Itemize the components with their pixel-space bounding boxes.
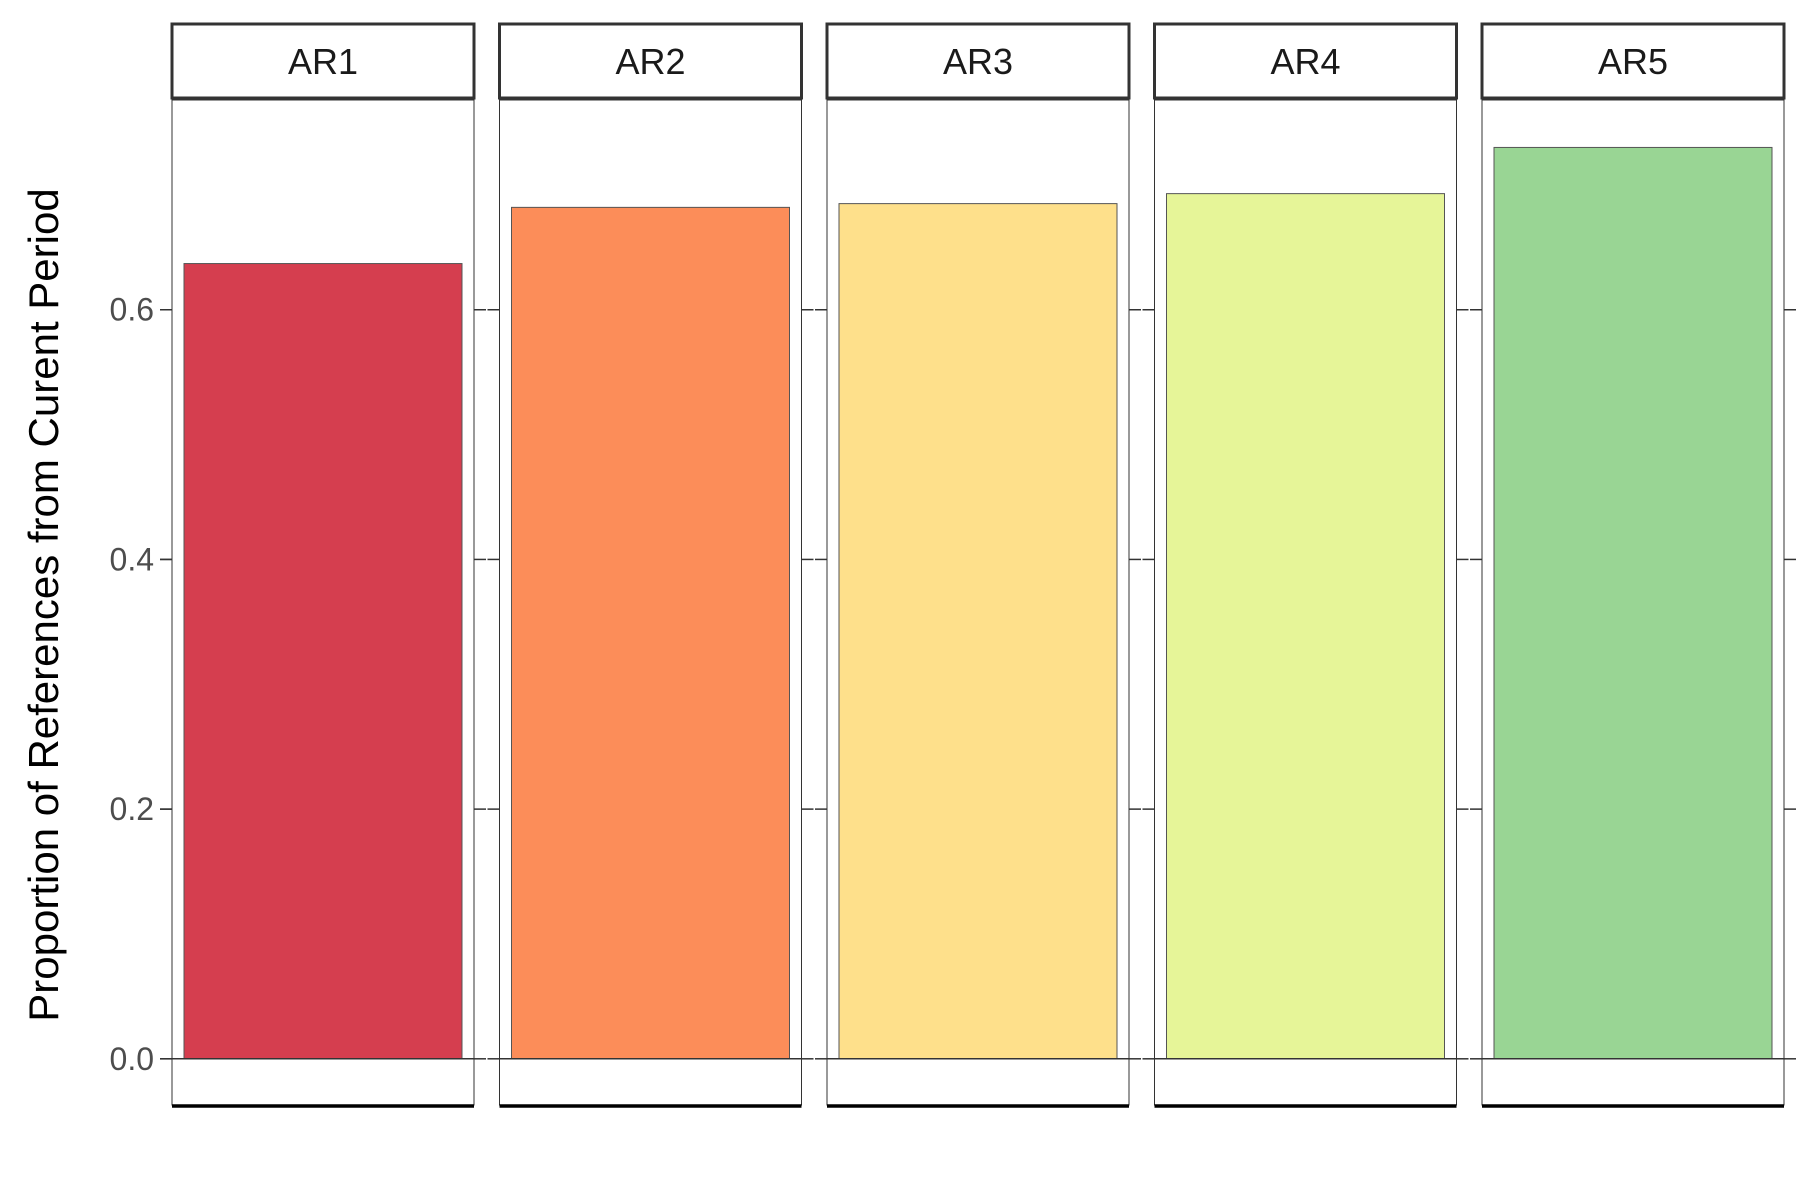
bar-ar4	[1166, 193, 1445, 1060]
facet-label: AR2	[615, 41, 685, 82]
facet-strip	[1153, 22, 1458, 100]
bar-ar3	[838, 203, 1118, 1060]
facet-label: AR5	[1598, 41, 1668, 82]
facet-panel-ar3: AR3	[815, 22, 1141, 1108]
bar-ar2	[511, 206, 790, 1060]
y-tick-label: 0.0	[110, 1041, 154, 1077]
facet-panel-ar2: AR2	[487, 22, 814, 1108]
facet-panel-ar1: AR1	[160, 22, 486, 1108]
y-tick-label: 0.6	[110, 292, 154, 328]
facet-panel-ar4: AR4	[1142, 22, 1469, 1108]
y-tick-label: 0.4	[110, 541, 154, 577]
facet-strip	[170, 22, 476, 100]
facet-label: AR3	[943, 41, 1013, 82]
facet-label: AR1	[288, 41, 358, 82]
y-axis-title: Proportion of References from Curent Per…	[20, 188, 67, 1021]
facet-strip	[498, 22, 803, 100]
facet-panels: AR1 AR2 AR3 AR4 AR5	[160, 22, 1796, 1108]
bar-ar5	[1493, 146, 1773, 1060]
bar-ar1	[183, 263, 463, 1060]
y-tick-label: 0.2	[110, 791, 154, 827]
facet-label: AR4	[1270, 41, 1340, 82]
y-tick-labels: 0.0 0.2 0.4 0.6	[110, 292, 172, 1077]
facet-panel-ar5: AR5	[1470, 22, 1796, 1108]
facet-strip	[825, 22, 1131, 100]
facet-strip	[1480, 22, 1786, 100]
